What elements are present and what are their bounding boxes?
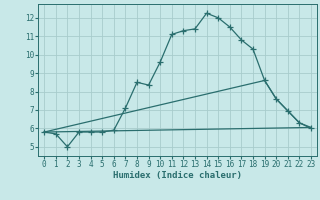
X-axis label: Humidex (Indice chaleur): Humidex (Indice chaleur) — [113, 171, 242, 180]
